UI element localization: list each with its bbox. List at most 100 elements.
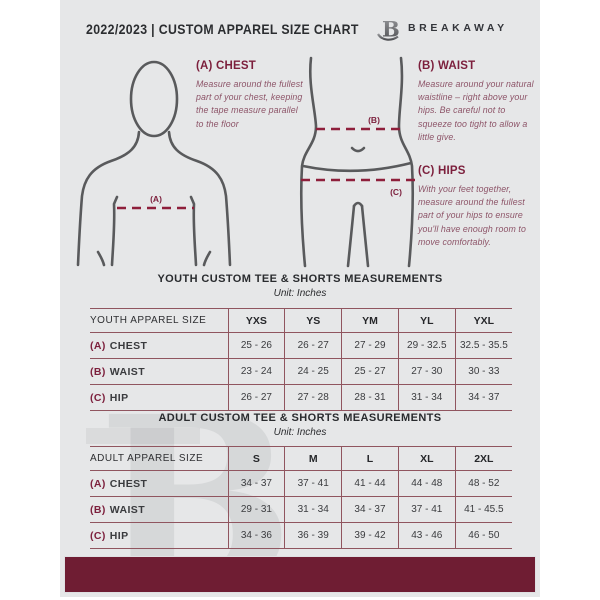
measurement-value-cell: 37 - 41 bbox=[397, 496, 456, 523]
measurement-letter: (A) bbox=[90, 477, 106, 490]
measurement-letter: (B) bbox=[90, 365, 106, 378]
hips-line-label: (C) bbox=[390, 187, 402, 197]
right-inner-leg bbox=[360, 204, 370, 268]
torso-figure: (A) bbox=[76, 60, 232, 267]
chest-line-label: (A) bbox=[150, 194, 162, 204]
measurement-value-cell: 46 - 50 bbox=[454, 522, 512, 549]
size-column-header: 2XL bbox=[454, 446, 512, 471]
measurement-letter: (C) bbox=[90, 529, 106, 542]
measurement-letter: (B) bbox=[90, 503, 106, 516]
measurement-row: (A) CHEST 25 - 26 26 - 27 27 - 29 29 - 32.5 32… bbox=[90, 332, 512, 359]
measurement-value-cell: 29 - 32.5 bbox=[397, 332, 456, 359]
measurement-value-cell: 29 - 31 bbox=[227, 496, 285, 523]
size-column-header: XL bbox=[397, 446, 456, 471]
measurement-value-cell: 44 - 48 bbox=[397, 470, 456, 497]
left-body-outline bbox=[299, 56, 318, 268]
left-forearm-line bbox=[96, 250, 106, 267]
measurement-value-cell: 27 - 28 bbox=[284, 384, 342, 411]
page-title: 2022/2023 | CUSTOM APPAREL SIZE CHART bbox=[86, 21, 359, 37]
size-table-header-row: YOUTH APPAREL SIZE YXS YS YM YL YXL bbox=[90, 308, 512, 333]
size-table: ADULT APPAREL SIZE S M L XL 2XL (A) CHEST 34 - 3… bbox=[90, 446, 512, 549]
measurement-value-cell: 26 - 27 bbox=[284, 332, 342, 359]
measurement-value-cell: 34 - 37 bbox=[227, 470, 285, 497]
svg-text:B: B bbox=[382, 17, 400, 42]
navel-mark bbox=[350, 146, 366, 153]
measurement-letter: (C) bbox=[90, 391, 106, 404]
measurement-letter: (A) bbox=[90, 339, 106, 352]
right-shoulder-arm bbox=[167, 130, 232, 267]
measurement-row: (B) WAIST 23 - 24 24 - 25 25 - 27 27 - 30 30 -… bbox=[90, 358, 512, 385]
size-column-header: M bbox=[284, 446, 342, 471]
right-body-outline bbox=[397, 56, 415, 268]
lower-body-figure: (B) (C) bbox=[299, 56, 415, 268]
size-column-header: YS bbox=[284, 308, 342, 333]
right-inner-arm bbox=[189, 195, 198, 267]
measurement-row: (C) HIP 26 - 27 27 - 28 28 - 31 31 - 34 34 - 3… bbox=[90, 384, 512, 411]
hips-heading: (C) HIPS bbox=[418, 165, 466, 177]
measurement-row-label: (C) HIP bbox=[90, 384, 228, 411]
measurement-value-cell: 25 - 27 bbox=[341, 358, 399, 385]
apparel-size-header: YOUTH APPAREL SIZE bbox=[90, 308, 228, 333]
adult-table-unit: Unit: Inches bbox=[273, 427, 327, 438]
size-column-header: YXL bbox=[454, 308, 512, 333]
left-shoulder-arm bbox=[76, 130, 141, 267]
measurement-row: (A) CHEST 34 - 37 37 - 41 41 - 44 44 - 48 48 -… bbox=[90, 470, 512, 497]
apparel-size-header: ADULT APPAREL SIZE bbox=[90, 446, 228, 471]
size-column-header: L bbox=[341, 446, 399, 471]
measurement-row-label: (B) WAIST bbox=[90, 358, 228, 385]
measurement-row-label: (A) CHEST bbox=[90, 332, 228, 359]
adult-table-title: ADULT CUSTOM TEE & SHORTS MEASUREMENTS bbox=[158, 412, 442, 424]
measurement-value-cell: 32.5 - 35.5 bbox=[454, 332, 512, 359]
chest-heading: (A) CHEST bbox=[196, 60, 256, 72]
size-table: YOUTH APPAREL SIZE YXS YS YM YL YXL (A) CHEST 25… bbox=[90, 308, 512, 411]
measurement-value-cell: 41 - 44 bbox=[341, 470, 399, 497]
measurement-value-cell: 41 - 45.5 bbox=[454, 496, 512, 523]
youth-table-title: YOUTH CUSTOM TEE & SHORTS MEASUREMENTS bbox=[157, 273, 443, 285]
measurement-value-cell: 34 - 37 bbox=[341, 496, 399, 523]
left-inner-leg bbox=[346, 204, 356, 268]
youth-table-unit: Unit: Inches bbox=[273, 288, 327, 299]
size-column-header: YL bbox=[397, 308, 456, 333]
measurement-value-cell: 43 - 46 bbox=[397, 522, 456, 549]
hips-description: With your feet together, measure around … bbox=[418, 184, 526, 247]
adult-size-table-mount: ADULT APPAREL SIZE S M L XL 2XL (A) CHEST 34 - 3… bbox=[90, 446, 512, 549]
measurement-row-label: (A) CHEST bbox=[90, 470, 228, 497]
waist-line-label: (B) bbox=[368, 115, 380, 125]
head-outline bbox=[129, 60, 179, 138]
youth-size-table-mount: YOUTH APPAREL SIZE YXS YS YM YL YXL (A) CHEST 25… bbox=[90, 308, 512, 411]
measurement-value-cell: 26 - 27 bbox=[227, 384, 285, 411]
measurement-value-cell: 28 - 31 bbox=[341, 384, 399, 411]
waist-description: Measure around your natural waistline – … bbox=[418, 79, 534, 142]
measurement-value-cell: 36 - 39 bbox=[284, 522, 342, 549]
breakaway-logo-icon: B bbox=[377, 17, 400, 42]
measurement-row: (B) WAIST 29 - 31 31 - 34 34 - 37 37 - 41 41 -… bbox=[90, 496, 512, 523]
chest-description: Measure around the fullest part of your … bbox=[196, 79, 303, 129]
waistband-curve bbox=[301, 161, 413, 173]
right-forearm-line bbox=[202, 250, 212, 267]
measurement-value-cell: 37 - 41 bbox=[284, 470, 342, 497]
brand-lockup: B BREAKAWAY bbox=[376, 14, 508, 42]
brand-name: BREAKAWAY bbox=[408, 22, 508, 34]
measurement-value-cell: 27 - 30 bbox=[397, 358, 456, 385]
measurement-value-cell: 31 - 34 bbox=[284, 496, 342, 523]
waist-heading: (B) WAIST bbox=[418, 60, 476, 72]
measurement-row-label: (C) HIP bbox=[90, 522, 228, 549]
measurement-value-cell: 31 - 34 bbox=[397, 384, 456, 411]
size-column-header: S bbox=[227, 446, 285, 471]
size-column-header: YXS bbox=[227, 308, 285, 333]
measurement-value-cell: 39 - 42 bbox=[341, 522, 399, 549]
measurement-value-cell: 24 - 25 bbox=[284, 358, 342, 385]
measurement-row: (C) HIP 34 - 36 36 - 39 39 - 42 43 - 46 46 - 5… bbox=[90, 522, 512, 549]
measurement-value-cell: 34 - 36 bbox=[227, 522, 285, 549]
measurement-row-label: (B) WAIST bbox=[90, 496, 228, 523]
footer-bar bbox=[64, 556, 536, 593]
size-column-header: YM bbox=[341, 308, 399, 333]
measurement-value-cell: 30 - 33 bbox=[454, 358, 512, 385]
size-chart-page: B 2022/2023 | CUSTOM APPAREL SIZE CHART … bbox=[60, 0, 540, 597]
measurement-value-cell: 34 - 37 bbox=[454, 384, 512, 411]
measurement-value-cell: 25 - 26 bbox=[227, 332, 285, 359]
size-table-header-row: ADULT APPAREL SIZE S M L XL 2XL bbox=[90, 446, 512, 471]
measurement-value-cell: 27 - 29 bbox=[341, 332, 399, 359]
measurement-value-cell: 48 - 52 bbox=[454, 470, 512, 497]
left-inner-arm bbox=[110, 195, 119, 267]
